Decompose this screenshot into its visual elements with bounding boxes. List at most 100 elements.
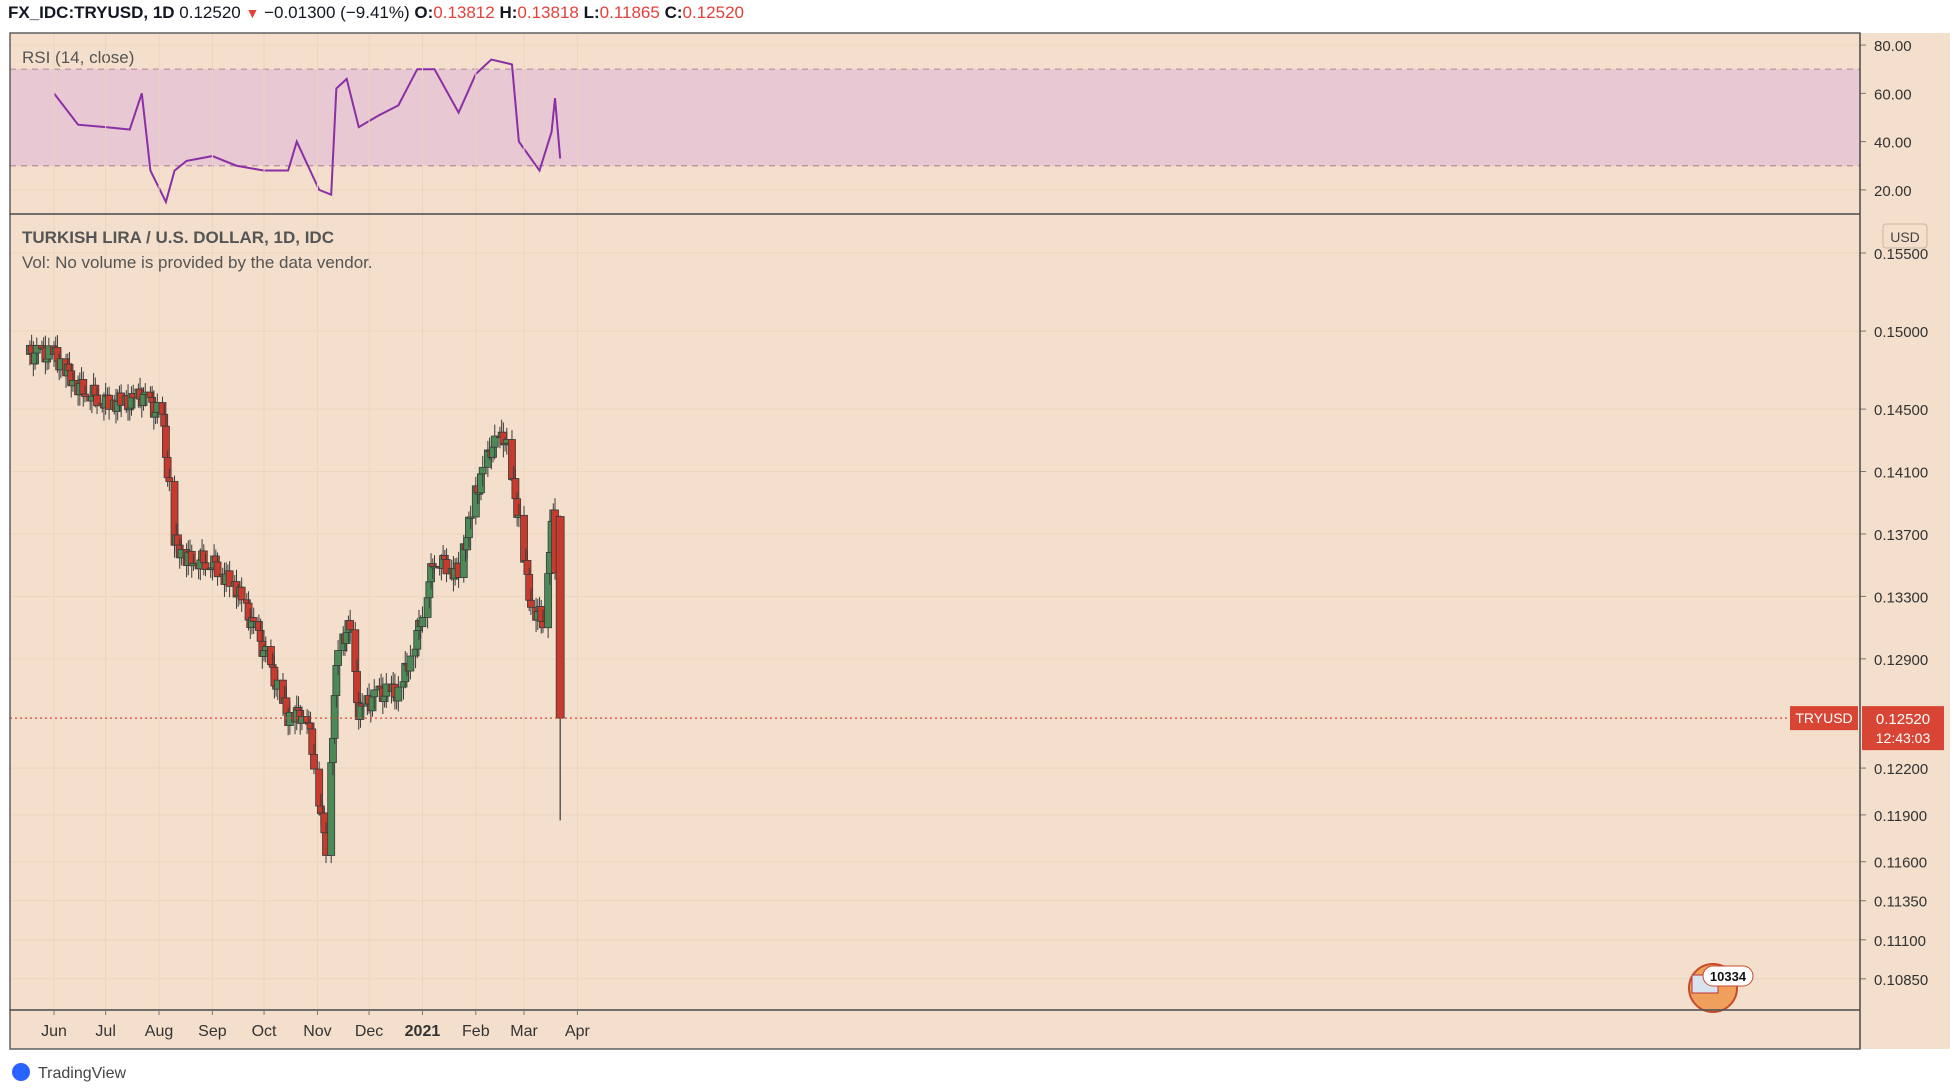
time-tick-label: 2021 — [405, 1023, 441, 1040]
down-candle — [306, 722, 315, 730]
up-candle — [406, 655, 415, 672]
price-grid — [10, 33, 1860, 1010]
down-candle — [158, 402, 167, 415]
rsi-series-line — [53, 58, 562, 205]
up-candle — [394, 686, 403, 702]
down-arrow-icon: ▼ — [245, 5, 260, 21]
up-candle — [489, 446, 497, 458]
up-candle — [425, 581, 434, 599]
down-candle — [527, 599, 535, 608]
price-tick-label: 0.14100 — [1874, 465, 1928, 482]
flag-icon[interactable]: 10334 — [1688, 963, 1754, 1013]
down-candle — [320, 812, 329, 834]
time-tick-label: Nov — [303, 1023, 331, 1040]
time-axis[interactable]: Jun Jul Aug Sep Oct Nov Dec 2021 Feb Mar Apr — [41, 1010, 591, 1040]
up-candle — [466, 516, 475, 519]
time-tick-label: Aug — [145, 1023, 173, 1040]
time-tick-label: Apr — [565, 1023, 591, 1040]
down-candle — [249, 617, 258, 622]
price-tick-label: 0.15000 — [1874, 324, 1928, 341]
down-candle — [160, 413, 169, 427]
rsi-axis-ticks: 80.00 60.00 40.00 20.00 — [1860, 38, 1912, 200]
footer: TradingView — [12, 1060, 126, 1082]
up-candle — [139, 393, 148, 406]
time-tick-label: Sep — [198, 1023, 227, 1040]
down-candle — [513, 498, 522, 518]
down-candle — [440, 555, 449, 560]
down-candle — [199, 550, 208, 564]
low-value: 0.11865 — [599, 3, 660, 22]
up-candle — [31, 352, 39, 365]
up-candle — [418, 617, 427, 628]
up-candle — [370, 689, 379, 698]
currency-badge[interactable]: USD — [1882, 223, 1928, 249]
symbol-title[interactable]: FX_IDC:TRYUSD, 1D — [8, 3, 175, 22]
up-candle — [478, 466, 487, 475]
price-tick-label: 0.11600 — [1874, 855, 1927, 872]
price-tick-label: 0.12200 — [1874, 761, 1928, 778]
down-candle — [353, 671, 361, 704]
flag-badge-count: 10334 — [1710, 969, 1747, 984]
rsi-pane[interactable]: RSI (14, close) 80.00 60.00 40.00 20.00 — [10, 38, 1912, 205]
tradingview-logo-icon — [12, 1063, 30, 1081]
price-pane-title: TURKISH LIRA / U.S. DOLLAR, 1D, IDC — [22, 228, 334, 247]
down-candle — [508, 439, 516, 480]
price-axis-ticks: 0.15500 0.15000 0.14500 0.14100 0.13700 0.133… — [1860, 246, 1928, 989]
rsi-tick-label: 80.00 — [1874, 38, 1912, 55]
up-candle — [463, 537, 472, 551]
up-candle — [332, 665, 341, 696]
up-candle — [411, 648, 420, 657]
up-candle — [368, 696, 377, 712]
up-candle — [423, 597, 432, 618]
up-candle — [327, 762, 336, 856]
down-candle — [511, 478, 520, 500]
time-tick-label: Dec — [355, 1023, 383, 1040]
price-pane[interactable]: TURKISH LIRA / U.S. DOLLAR, 1D, IDC Vol:… — [10, 33, 1944, 1013]
price-tick-label: 0.11350 — [1874, 894, 1927, 911]
down-candle — [308, 728, 317, 755]
down-candle — [93, 394, 101, 407]
down-candle — [165, 477, 174, 482]
up-candle — [413, 630, 422, 650]
up-candle — [43, 358, 52, 363]
rsi-title: RSI (14, close) — [22, 48, 134, 67]
down-candle — [225, 570, 234, 587]
up-candle — [399, 681, 408, 688]
up-candle — [342, 631, 351, 644]
down-candle — [442, 559, 451, 575]
rsi-tick-label: 60.00 — [1874, 86, 1912, 103]
time-tick-label: Feb — [462, 1023, 490, 1040]
down-candle — [174, 534, 182, 546]
down-candle — [91, 384, 100, 396]
up-candle — [477, 473, 485, 494]
last-price: 0.12520 — [179, 3, 241, 22]
chart-background — [10, 33, 1860, 1049]
time-tick-label: Jul — [95, 1023, 115, 1040]
up-candle — [465, 516, 473, 539]
countdown-label: 12:43:03 — [1876, 730, 1931, 746]
up-candle — [329, 737, 337, 764]
down-candle — [525, 574, 534, 601]
price-tick-label: 0.11100 — [1874, 933, 1926, 950]
volume-note: Vol: No volume is provided by the data v… — [22, 253, 373, 272]
down-candle — [282, 697, 291, 714]
price-tick-label: 0.11900 — [1874, 808, 1927, 825]
down-candle — [237, 586, 246, 601]
symbol-header: FX_IDC:TRYUSD, 1D 0.12520 ▼ −0.01300 (−9… — [8, 0, 1958, 26]
price-scale-background[interactable] — [1860, 33, 1950, 1049]
rsi-band — [10, 69, 1860, 166]
up-candle — [330, 695, 339, 739]
down-candle — [254, 621, 263, 631]
price-change: −0.01300 (−9.41%) — [264, 3, 410, 22]
down-candle — [520, 514, 528, 563]
open-value: 0.13812 — [433, 3, 495, 22]
down-candle — [162, 425, 170, 458]
down-candle — [310, 753, 318, 770]
price-tick-label: 0.10850 — [1874, 972, 1928, 989]
up-candle — [260, 650, 268, 657]
down-candle — [163, 457, 172, 479]
rsi-tick-label: 40.00 — [1874, 135, 1912, 152]
down-candle — [303, 716, 311, 724]
up-candle — [380, 695, 389, 702]
